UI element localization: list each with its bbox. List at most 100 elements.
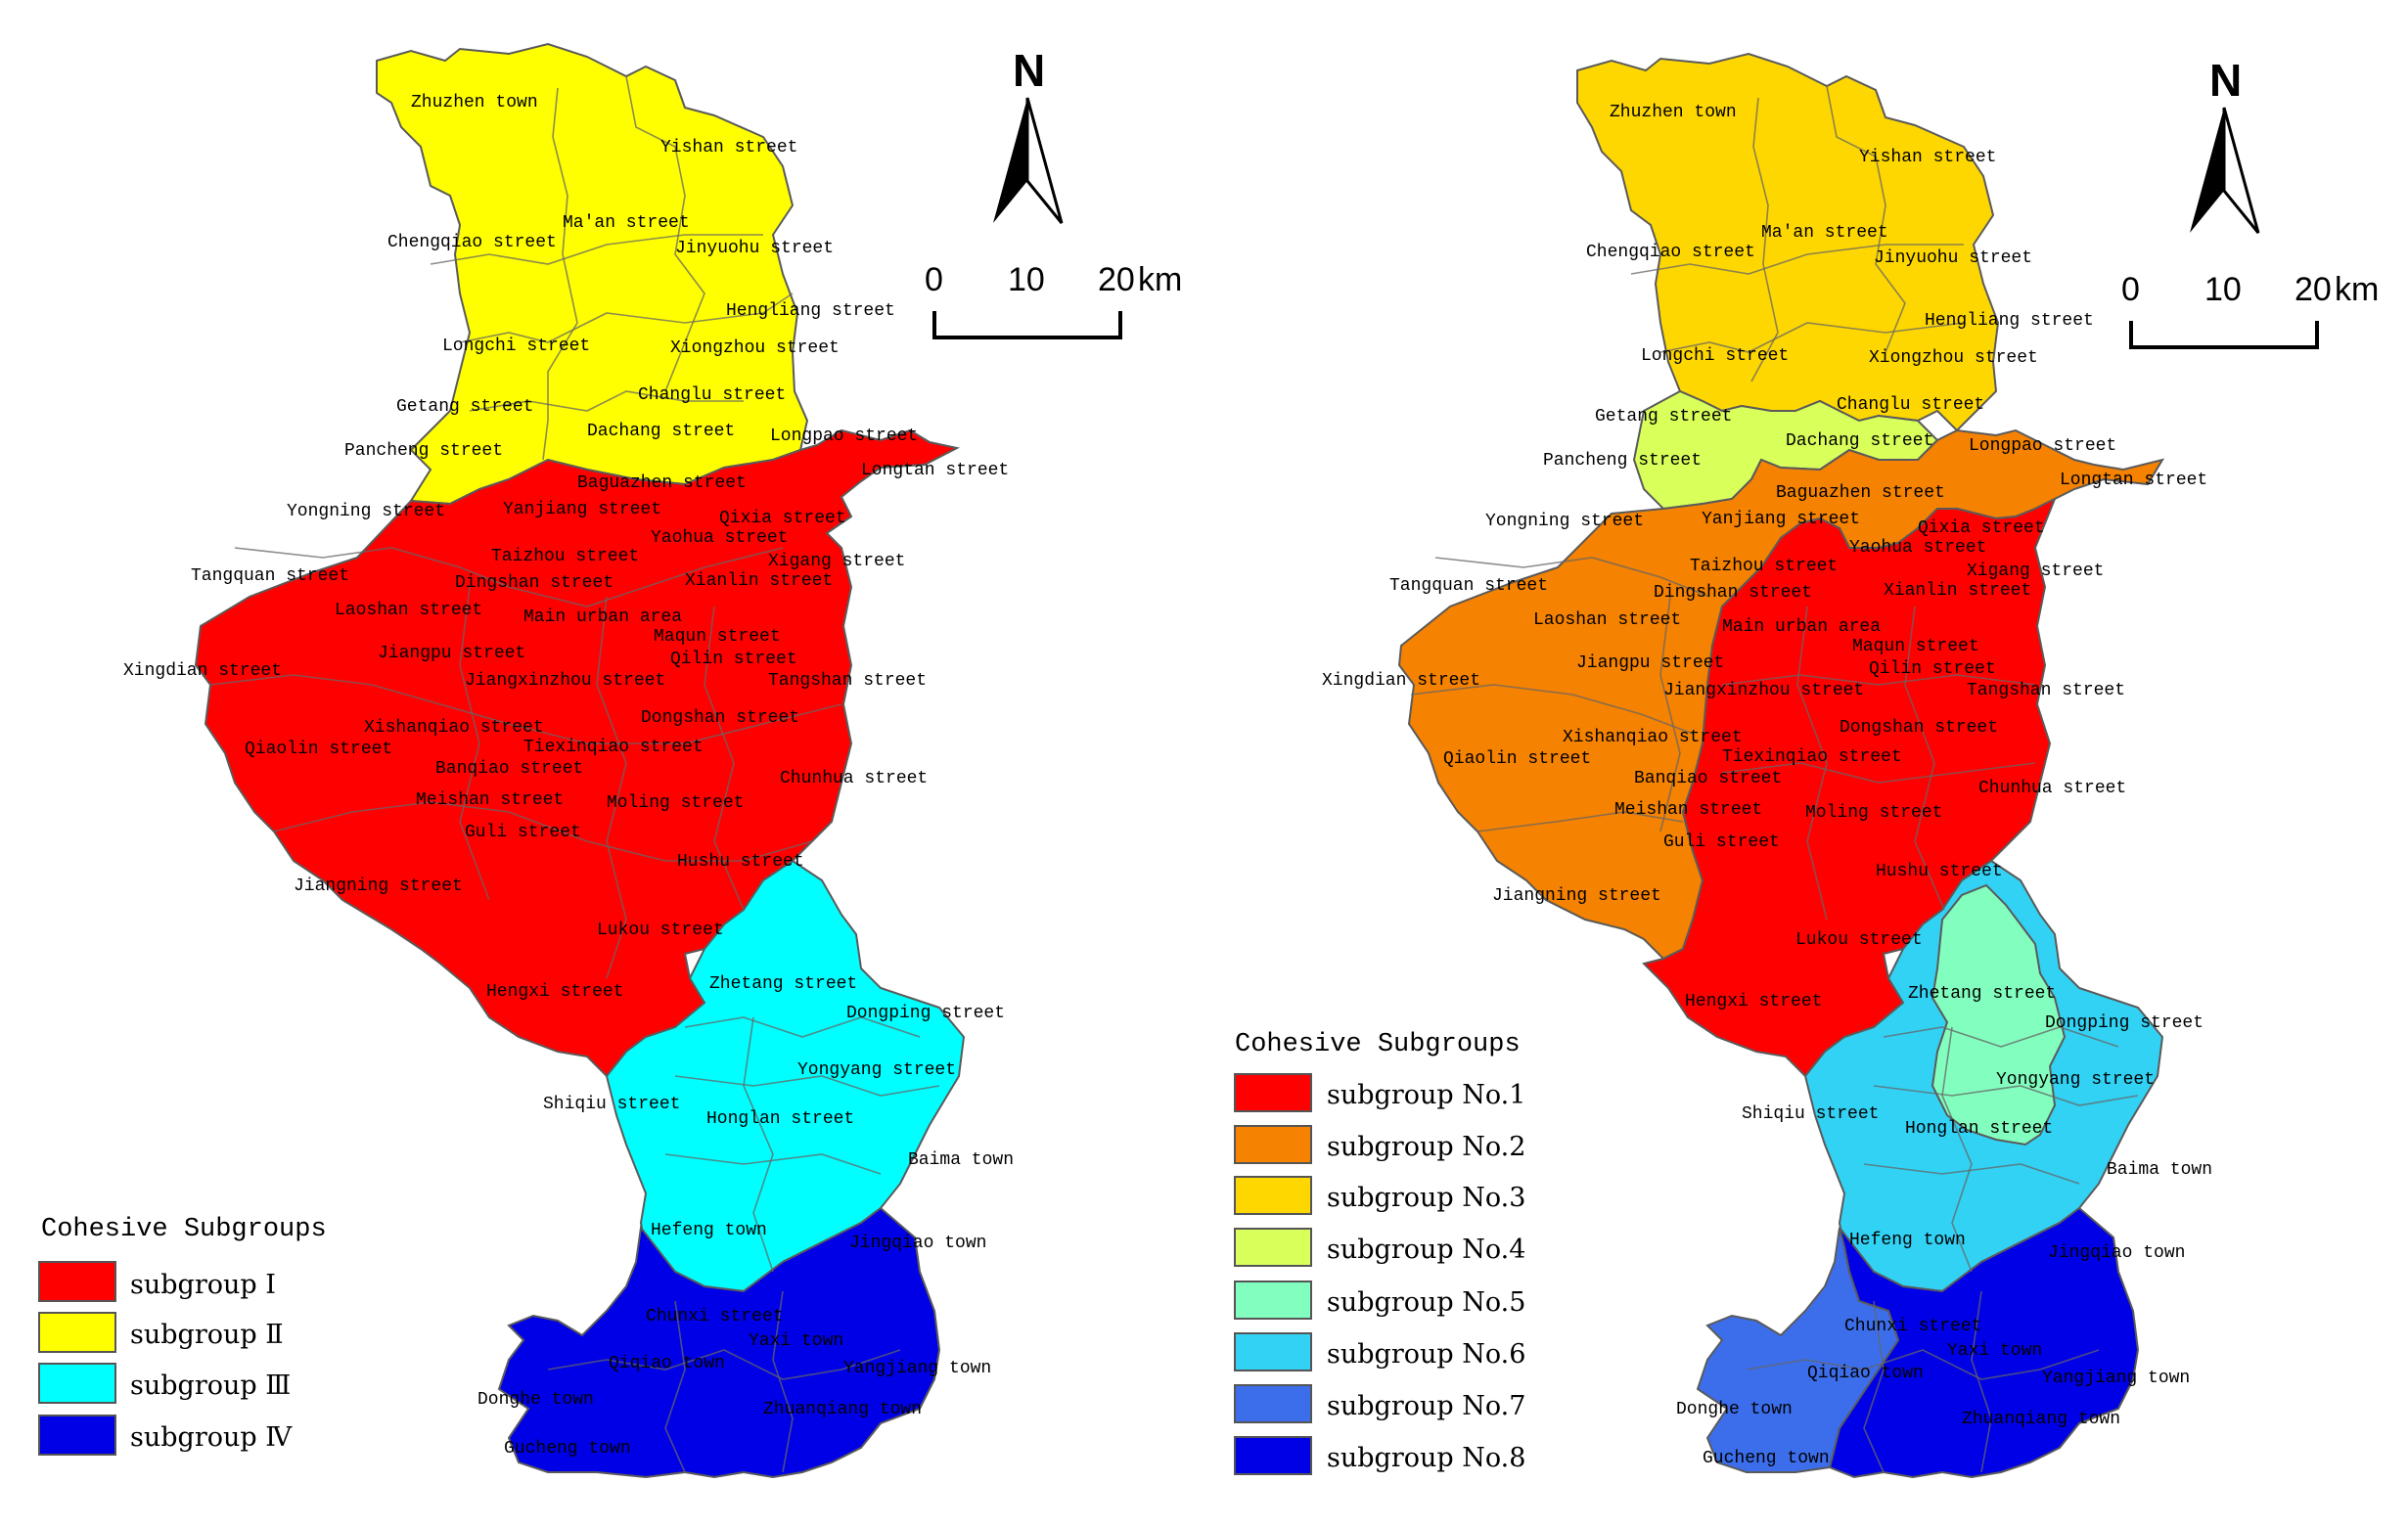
place-label: Zhuzhen town bbox=[1610, 103, 1737, 122]
place-label: Hengxi street bbox=[486, 982, 623, 1002]
legend-label: subgroup No.3 bbox=[1327, 1183, 1525, 1213]
place-label: Yongning street bbox=[287, 502, 445, 521]
place-label: Jiangpu street bbox=[378, 644, 525, 663]
place-label: Xingdian street bbox=[1322, 671, 1480, 691]
place-label: Zhuanqiang town bbox=[763, 1400, 922, 1419]
left-map: Zhuzhen town Yishan street Chengqiao str… bbox=[123, 43, 1014, 1478]
place-label: Dachang street bbox=[587, 422, 735, 441]
legend-title: Cohesive Subgroups bbox=[41, 1215, 327, 1244]
place-label: Donghe town bbox=[1676, 1400, 1793, 1419]
place-label: Xiongzhou street bbox=[1869, 348, 2038, 368]
place-label: Qiqiao town bbox=[609, 1354, 725, 1373]
left-north-arrow: N bbox=[993, 45, 1064, 224]
place-label: Xishanqiao street bbox=[364, 718, 544, 738]
north-arrow-icon bbox=[2222, 107, 2260, 234]
legend-label: subgroup No.8 bbox=[1327, 1443, 1525, 1473]
place-label: Baguazhen street bbox=[577, 473, 747, 493]
place-label: Chengqiao street bbox=[1586, 243, 1755, 262]
place-label: Gucheng town bbox=[504, 1439, 631, 1459]
scale-unit: km bbox=[2335, 271, 2379, 308]
legend-swatch bbox=[38, 1415, 116, 1456]
left-internal-boundaries bbox=[209, 75, 940, 1473]
scale-tick-label: 0 bbox=[2121, 271, 2140, 308]
place-label: Tangquan street bbox=[1389, 576, 1548, 596]
place-label: Dongshan street bbox=[641, 708, 799, 728]
place-label: Guli street bbox=[465, 823, 581, 842]
place-label: Yongyang street bbox=[1996, 1070, 2155, 1090]
place-label: Jinyuohu street bbox=[675, 239, 834, 258]
legend-swatch bbox=[1234, 1281, 1312, 1320]
place-label: Yishan street bbox=[660, 138, 797, 157]
place-label: Jiangning street bbox=[1492, 886, 1661, 906]
place-label: Jinyuohu street bbox=[1874, 248, 2032, 268]
place-label: Longchi street bbox=[442, 337, 590, 356]
place-label: Yishan street bbox=[1859, 148, 1996, 167]
place-label: Tiexinqiao street bbox=[523, 738, 704, 757]
legend-label: subgroup Ⅳ bbox=[130, 1422, 293, 1453]
place-label: Chunxi street bbox=[1844, 1317, 1981, 1336]
place-label: Zhetang street bbox=[709, 974, 857, 994]
place-label: Qiaolin street bbox=[245, 740, 392, 759]
place-label: Dongping street bbox=[2045, 1013, 2204, 1033]
place-label: Longtan street bbox=[861, 461, 1009, 480]
place-label: Honglan street bbox=[1905, 1119, 2053, 1139]
place-label: Hushu street bbox=[1876, 862, 2003, 881]
place-label: Yaohua street bbox=[651, 528, 788, 548]
place-label: Tiexinqiao street bbox=[1722, 747, 1902, 767]
north-label: N bbox=[1013, 45, 1045, 96]
place-label: Chunxi street bbox=[646, 1307, 783, 1326]
place-label: Getang street bbox=[396, 397, 533, 417]
place-label: Banqiao street bbox=[1634, 769, 1782, 788]
place-label: Changlu street bbox=[638, 385, 786, 405]
place-label: Laoshan street bbox=[335, 601, 482, 620]
legend-swatch bbox=[1234, 1073, 1312, 1112]
place-label: Xishanqiao street bbox=[1563, 728, 1743, 747]
place-label: Qiaolin street bbox=[1443, 749, 1591, 769]
place-label: Hefeng town bbox=[651, 1221, 767, 1240]
place-label: Jiangxinzhou street bbox=[1663, 681, 1864, 700]
place-label: Longtan street bbox=[2060, 471, 2207, 490]
scale-unit: km bbox=[1138, 261, 1182, 298]
place-label: Yanjiang street bbox=[503, 500, 661, 519]
place-label: Jingqiao town bbox=[2048, 1243, 2185, 1263]
place-label: Dongshan street bbox=[1840, 718, 1998, 738]
place-label: Qilin street bbox=[1869, 659, 1996, 679]
right-map: Zhuzhen town Yishan street Chengqiao str… bbox=[1322, 53, 2212, 1478]
place-label: Laoshan street bbox=[1533, 610, 1681, 630]
place-label: Zhuanqiang town bbox=[1962, 1410, 2120, 1429]
place-label: Longchi street bbox=[1641, 346, 1789, 366]
legend-title: Cohesive Subgroups bbox=[1235, 1030, 1521, 1059]
place-label: Dingshan street bbox=[1654, 583, 1812, 603]
place-label: Main urban area bbox=[523, 607, 682, 627]
legend-label: subgroup No.7 bbox=[1327, 1391, 1525, 1421]
place-label: Qixia street bbox=[1918, 518, 2045, 538]
legend-label: subgroup Ⅰ bbox=[130, 1270, 276, 1300]
place-label: Qiqiao town bbox=[1807, 1364, 1924, 1383]
place-label: Chengqiao street bbox=[387, 233, 557, 252]
place-label: Yangjiang town bbox=[2042, 1369, 2190, 1388]
place-label: Dongping street bbox=[846, 1004, 1005, 1023]
place-label: Jingqiao town bbox=[849, 1234, 986, 1253]
place-label: Zhuzhen town bbox=[411, 93, 538, 112]
place-label: Taizhou street bbox=[491, 547, 639, 566]
place-label: Taizhou street bbox=[1690, 557, 1838, 576]
place-label: Tangshan street bbox=[768, 671, 927, 691]
legend-label: subgroup No.6 bbox=[1327, 1339, 1525, 1370]
place-label: Yangjiang town bbox=[843, 1359, 991, 1378]
place-label: Baima town bbox=[908, 1150, 1014, 1170]
right-legend: Cohesive Subgroups subgroup No.1 subgrou… bbox=[1234, 1030, 1525, 1475]
legend-label: subgroup No.1 bbox=[1327, 1080, 1525, 1110]
legend-swatch bbox=[1234, 1384, 1312, 1423]
scale-tick-label: 0 bbox=[925, 261, 943, 298]
place-label: Yaxi town bbox=[1947, 1341, 2042, 1361]
place-label: Dachang street bbox=[1786, 431, 1933, 451]
left-scale-bar: 0 10 20 km bbox=[925, 261, 1182, 339]
left-place-labels: Zhuzhen town Yishan street Chengqiao str… bbox=[123, 93, 1014, 1459]
place-label: Qilin street bbox=[670, 650, 797, 669]
place-label: Maqun street bbox=[654, 627, 781, 647]
place-label: Hushu street bbox=[677, 852, 804, 872]
legend-label: subgroup No.4 bbox=[1327, 1235, 1525, 1265]
place-label: Xigang street bbox=[768, 552, 905, 571]
place-label: Hengliang street bbox=[1925, 311, 2094, 331]
place-label: Moling street bbox=[1805, 803, 1942, 823]
